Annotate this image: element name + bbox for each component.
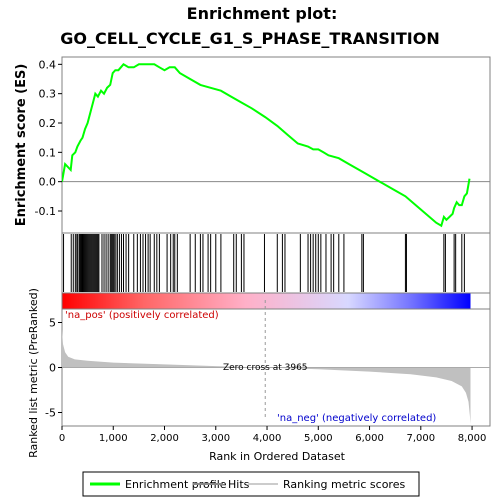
ranking-x-axis: 0 1,000 2,000 3,000 4,000 5,000 6,000 7,000 8,00… [59,426,487,444]
pos-label: 'na_pos' (positively correlated) [65,310,219,321]
ranking-x-tick-label: 8,000 [458,433,487,444]
es-panel-frame [61,56,491,234]
ranking-x-tick-label: 2,000 [150,433,179,444]
legend-label: Ranking metric scores [283,478,405,491]
legend: Enrichment profile Hits Ranking metric sco… [90,478,405,491]
ranking-x-tick-label: 0 [59,433,65,444]
enrichment-profile-line [62,63,471,228]
ranking-y-tick-label: 0 [49,362,56,375]
chart-title-line1: Enrichment plot: [187,4,338,23]
es-y-axis-label: Enrichment score (ES) [14,64,29,227]
ranking-y-tick-label: -5 [45,407,56,420]
es-y-tick-label: -0.1 [35,205,56,218]
ranking-x-tick-label: 4,000 [253,433,282,444]
ranking-x-tick-label: 6,000 [355,433,384,444]
ranking-y-tick-label: 5 [49,317,56,330]
ranking-x-axis-label: Rank in Ordered Dataset [209,450,346,463]
neg-label: 'na_neg' (negatively correlated) [277,413,436,424]
es-y-tick-label: 0.3 [39,88,57,101]
es-y-tick-label: 0.2 [39,117,57,130]
hits-marks [63,234,465,292]
legend-label: Enrichment profile [125,478,227,491]
zero-cross-label: Zero cross at 3965 [223,363,308,373]
ranking-x-tick-label: 7,000 [406,433,435,444]
ranking-gradient-bar [62,293,471,309]
ranking-x-tick-label: 5,000 [304,433,333,444]
es-y-axis: 0.4 0.3 0.2 0.1 0.0 -0.1 [35,58,62,218]
es-y-tick-label: 0.0 [39,176,57,189]
ranking-x-tick-label: 1,000 [99,433,128,444]
ranking-y-axis-label: Ranked list metric (PreRanked) [27,288,40,458]
es-y-tick-label: 0.4 [39,58,57,71]
legend-label: Hits [228,478,250,491]
chart-title-line2: GO_CELL_CYCLE_G1_S_PHASE_TRANSITION [60,29,440,48]
ranking-y-axis: 5 0 -5 [45,317,62,420]
ranking-x-tick-label: 3,000 [201,433,230,444]
es-y-tick-label: 0.1 [39,146,57,159]
